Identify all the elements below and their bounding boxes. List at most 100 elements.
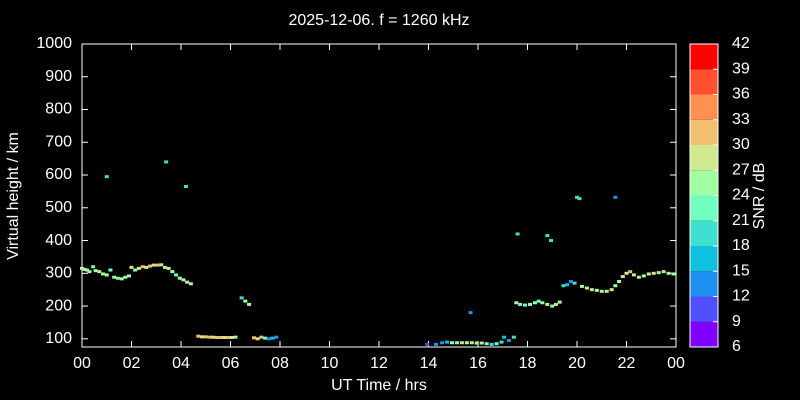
data-point bbox=[445, 340, 450, 344]
data-point bbox=[91, 265, 96, 269]
data-point bbox=[226, 336, 231, 340]
colorbar-tick-label: 36 bbox=[732, 86, 750, 103]
y-tick-label: 400 bbox=[45, 232, 72, 249]
data-point bbox=[459, 341, 464, 345]
data-point bbox=[613, 195, 618, 199]
x-tick-label: 22 bbox=[618, 355, 636, 372]
data-point bbox=[93, 269, 98, 273]
data-point bbox=[270, 336, 275, 340]
x-tick-label: 00 bbox=[667, 355, 685, 372]
y-tick-label: 700 bbox=[45, 133, 72, 150]
data-point bbox=[183, 184, 188, 188]
data-point bbox=[140, 265, 145, 269]
data-point bbox=[266, 337, 271, 341]
data-point bbox=[104, 175, 109, 179]
data-point bbox=[123, 275, 128, 279]
data-point bbox=[575, 195, 579, 199]
data-point bbox=[540, 301, 545, 305]
data-point bbox=[474, 341, 479, 345]
colorbar-tick-label: 33 bbox=[732, 111, 750, 128]
data-point bbox=[671, 272, 676, 276]
colorbar-label: SNR / dB bbox=[751, 163, 768, 230]
data-point bbox=[506, 338, 511, 342]
data-point bbox=[450, 341, 455, 345]
data-point bbox=[636, 275, 641, 279]
data-point bbox=[489, 342, 494, 346]
x-tick-label: 16 bbox=[469, 355, 487, 372]
data-point bbox=[454, 341, 459, 345]
data-point bbox=[108, 268, 113, 272]
data-point bbox=[127, 274, 132, 278]
data-point bbox=[511, 335, 516, 339]
data-point bbox=[599, 289, 604, 293]
data-point bbox=[104, 273, 109, 277]
colorbar-tick-label: 6 bbox=[732, 338, 741, 355]
colorbar-tick-label: 27 bbox=[732, 161, 750, 178]
data-point bbox=[129, 265, 134, 269]
data-point bbox=[177, 276, 182, 280]
x-tick-label: 02 bbox=[123, 355, 141, 372]
data-point bbox=[523, 303, 528, 307]
data-point bbox=[159, 263, 164, 267]
data-point bbox=[80, 266, 84, 270]
data-point bbox=[589, 288, 594, 292]
y-tick-label: 300 bbox=[45, 265, 72, 282]
data-point bbox=[181, 278, 186, 282]
colorbar-tick-label: 39 bbox=[732, 60, 750, 77]
y-tick-label: 1000 bbox=[36, 35, 72, 52]
data-point bbox=[501, 335, 506, 339]
x-axis-label: UT Time / hrs bbox=[331, 377, 427, 394]
data-point bbox=[259, 335, 264, 339]
data-point bbox=[565, 283, 570, 287]
colorbar-tick-label: 18 bbox=[732, 237, 750, 254]
data-point bbox=[162, 265, 167, 269]
data-point bbox=[624, 271, 629, 275]
data-point bbox=[203, 335, 208, 339]
data-point bbox=[613, 284, 618, 288]
data-point bbox=[170, 270, 175, 274]
y-tick-label: 200 bbox=[45, 297, 72, 314]
data-point bbox=[252, 336, 257, 340]
x-tick-label: 20 bbox=[568, 355, 586, 372]
data-point bbox=[207, 335, 212, 339]
colorbar-tick-label: 24 bbox=[732, 187, 750, 204]
data-point bbox=[532, 301, 537, 305]
data-point bbox=[440, 341, 445, 345]
data-point bbox=[144, 265, 149, 269]
data-point bbox=[112, 275, 117, 279]
data-point bbox=[527, 302, 532, 306]
y-tick-label: 800 bbox=[45, 101, 72, 118]
colorbar-band bbox=[690, 44, 718, 70]
colorbar-band bbox=[690, 145, 718, 171]
data-point bbox=[561, 284, 566, 288]
x-tick-label: 08 bbox=[271, 355, 289, 372]
data-point bbox=[468, 311, 473, 315]
data-point bbox=[274, 335, 279, 339]
x-tick-label: 06 bbox=[222, 355, 240, 372]
data-point bbox=[469, 341, 474, 345]
data-point bbox=[545, 302, 550, 306]
data-point bbox=[545, 234, 550, 238]
data-point bbox=[536, 299, 541, 303]
data-point bbox=[515, 232, 520, 236]
data-point bbox=[233, 335, 238, 339]
data-point bbox=[196, 334, 201, 338]
data-point bbox=[577, 197, 582, 201]
data-point bbox=[464, 341, 469, 345]
data-point bbox=[425, 342, 430, 346]
colorbar-tick-label: 30 bbox=[732, 136, 750, 153]
colorbar-band bbox=[690, 271, 718, 297]
data-point bbox=[229, 336, 234, 340]
data-point bbox=[594, 288, 599, 292]
colorbar-band bbox=[690, 119, 718, 145]
data-point bbox=[148, 264, 153, 268]
colorbar-band bbox=[690, 296, 718, 322]
data-point bbox=[84, 268, 89, 272]
data-point bbox=[255, 337, 260, 341]
chart-title: 2025-12-06. f = 1260 kHz bbox=[288, 12, 469, 29]
data-point bbox=[151, 263, 156, 267]
data-point bbox=[550, 304, 555, 308]
colorbar-tick-label: 42 bbox=[732, 35, 750, 52]
data-point bbox=[557, 300, 562, 304]
data-point bbox=[243, 299, 248, 303]
